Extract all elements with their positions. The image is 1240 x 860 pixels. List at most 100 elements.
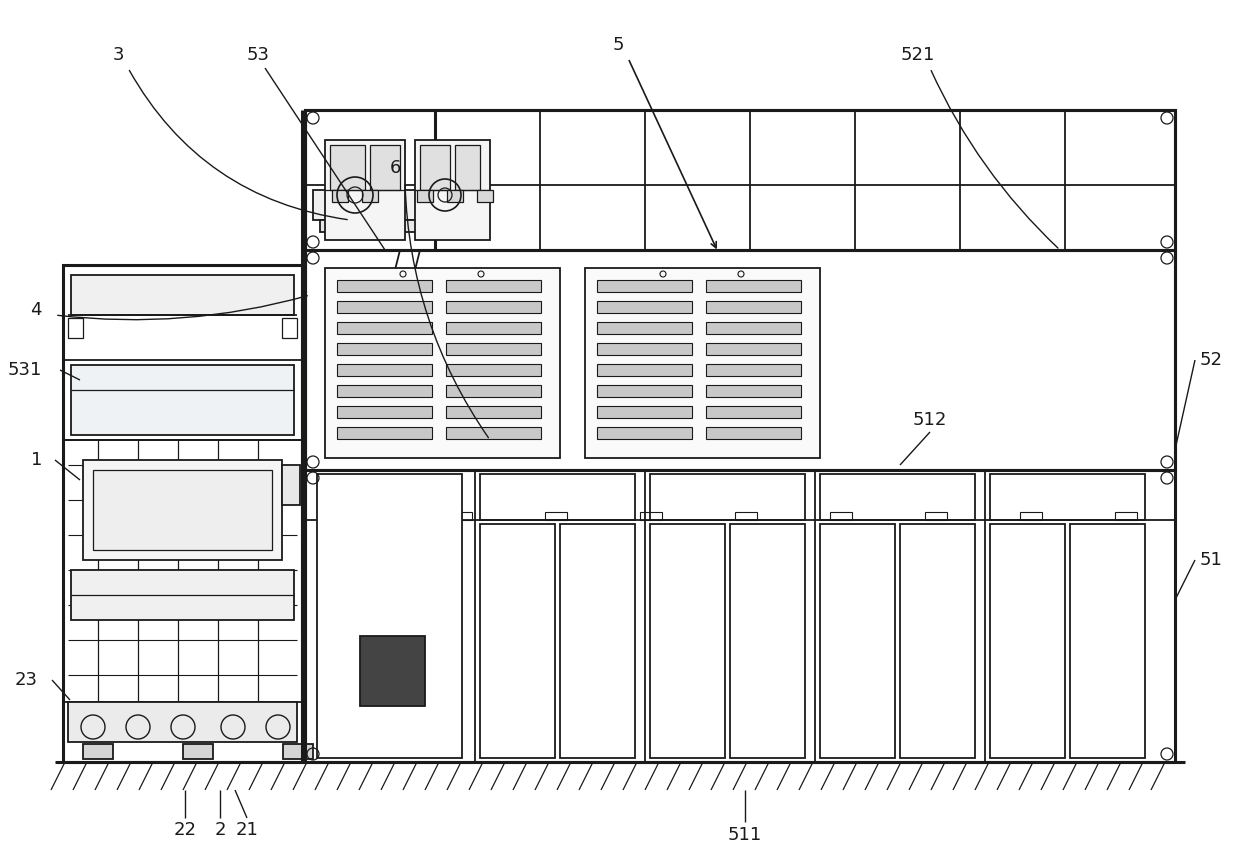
Bar <box>730 524 805 758</box>
Text: 23: 23 <box>15 671 38 689</box>
Bar <box>820 474 975 520</box>
Bar <box>706 406 801 418</box>
Bar <box>415 140 490 240</box>
Text: 512: 512 <box>913 411 947 429</box>
Bar <box>446 343 541 355</box>
Bar <box>650 524 725 758</box>
Bar <box>446 427 541 439</box>
Bar <box>596 364 692 376</box>
Text: 21: 21 <box>236 821 258 839</box>
Bar <box>337 427 432 439</box>
Bar <box>337 301 432 313</box>
Bar <box>480 524 556 758</box>
Bar <box>446 190 463 202</box>
Bar <box>63 265 303 762</box>
Bar <box>337 280 432 292</box>
Bar <box>281 465 300 505</box>
Bar <box>320 220 420 232</box>
Text: 6: 6 <box>389 159 401 177</box>
Bar <box>706 385 801 397</box>
Bar <box>337 343 432 355</box>
Bar <box>283 744 312 759</box>
Bar <box>585 268 820 458</box>
Bar <box>706 301 801 313</box>
Bar <box>281 318 298 338</box>
Bar <box>706 343 801 355</box>
Text: 4: 4 <box>31 301 42 319</box>
Bar <box>706 427 801 439</box>
Bar <box>332 190 348 202</box>
Bar <box>391 270 425 278</box>
Text: 5: 5 <box>613 36 624 54</box>
Bar <box>596 301 692 313</box>
Text: 52: 52 <box>1200 351 1223 369</box>
Bar <box>370 145 401 190</box>
Bar <box>71 365 294 435</box>
Bar <box>596 322 692 334</box>
Text: 53: 53 <box>247 46 269 64</box>
Text: 521: 521 <box>900 46 935 64</box>
Bar <box>355 512 377 520</box>
Bar <box>360 636 425 706</box>
Bar <box>706 364 801 376</box>
Bar <box>596 427 692 439</box>
Bar <box>420 145 450 190</box>
Bar <box>1115 512 1137 520</box>
Bar <box>325 140 405 240</box>
Bar <box>71 275 294 315</box>
Bar <box>596 406 692 418</box>
Bar <box>68 702 298 742</box>
Bar <box>596 280 692 292</box>
Bar <box>480 474 635 520</box>
Bar <box>900 524 975 758</box>
Bar <box>68 318 83 338</box>
Bar <box>990 474 1145 520</box>
Bar <box>312 190 427 220</box>
Bar <box>477 190 494 202</box>
Bar <box>735 512 756 520</box>
Text: 3: 3 <box>113 46 124 64</box>
Bar <box>1070 524 1145 758</box>
Bar <box>417 190 433 202</box>
Bar <box>337 385 432 397</box>
Bar <box>560 524 635 758</box>
Bar <box>706 280 801 292</box>
Bar <box>317 474 463 758</box>
Bar <box>830 512 852 520</box>
Bar <box>706 322 801 334</box>
Bar <box>330 145 365 190</box>
Bar <box>596 343 692 355</box>
Bar <box>305 110 1176 250</box>
Bar <box>446 406 541 418</box>
Bar <box>446 385 541 397</box>
Bar <box>325 268 560 458</box>
Bar <box>546 512 567 520</box>
Bar <box>184 744 213 759</box>
Bar <box>337 322 432 334</box>
Bar <box>820 524 895 758</box>
Text: 22: 22 <box>174 821 196 839</box>
Bar <box>446 280 541 292</box>
Text: 51: 51 <box>1200 551 1223 569</box>
Bar <box>640 512 662 520</box>
Bar <box>925 512 947 520</box>
Bar <box>305 110 1176 762</box>
Text: 531: 531 <box>7 361 42 379</box>
Bar <box>990 524 1065 758</box>
Bar <box>446 301 541 313</box>
Bar <box>1021 512 1042 520</box>
Bar <box>93 470 272 550</box>
Bar <box>71 570 294 620</box>
Bar <box>362 190 378 202</box>
Bar <box>83 744 113 759</box>
Text: 1: 1 <box>31 451 42 469</box>
Bar <box>446 322 541 334</box>
Bar <box>337 406 432 418</box>
Bar <box>596 385 692 397</box>
Text: 511: 511 <box>728 826 763 844</box>
Bar <box>455 145 480 190</box>
Bar <box>450 512 472 520</box>
Bar <box>83 460 281 560</box>
Bar <box>650 474 805 520</box>
Bar <box>305 250 1176 470</box>
